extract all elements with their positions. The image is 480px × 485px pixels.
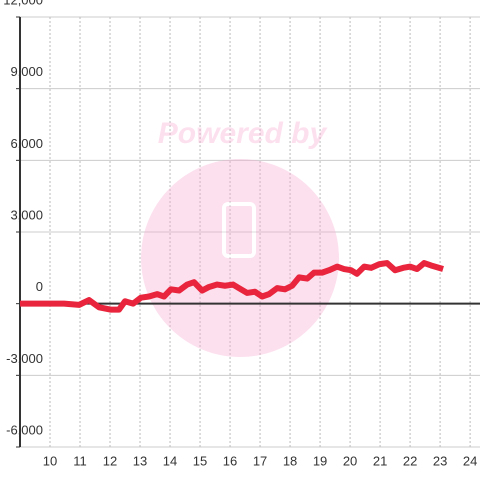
- x-tick-label: 21: [373, 453, 387, 468]
- x-tick-label: 18: [283, 453, 297, 468]
- watermark-logo: [141, 159, 339, 357]
- x-tick-label: 23: [433, 453, 447, 468]
- y-tick-label: 0: [36, 279, 43, 294]
- y-tick-label: 9,000: [10, 64, 43, 79]
- x-tick-label: 16: [223, 453, 237, 468]
- x-tick-label: 17: [253, 453, 267, 468]
- y-tick-label: -6,000: [6, 422, 43, 437]
- x-tick-label: 13: [133, 453, 147, 468]
- x-tick-label: 12: [103, 453, 117, 468]
- watermark-icon: [222, 202, 256, 258]
- x-tick-label: 22: [403, 453, 417, 468]
- x-tick-label: 11: [73, 453, 87, 468]
- y-tick-label: 6,000: [10, 136, 43, 151]
- x-tick-label: 15: [193, 453, 207, 468]
- x-tick-label: 10: [43, 453, 57, 468]
- watermark-text: Powered by: [158, 117, 328, 150]
- y-tick-label: 3,000: [10, 207, 43, 222]
- x-tick-label: 24: [463, 453, 477, 468]
- x-tick-label: 14: [163, 453, 177, 468]
- watermark: Powered by: [141, 117, 339, 357]
- x-tick-label: 19: [313, 453, 327, 468]
- y-tick-label: 12,000: [3, 0, 43, 7]
- data-line: [20, 260, 444, 313]
- x-tick-label: 20: [343, 453, 357, 468]
- y-tick-label: -3,000: [6, 351, 43, 366]
